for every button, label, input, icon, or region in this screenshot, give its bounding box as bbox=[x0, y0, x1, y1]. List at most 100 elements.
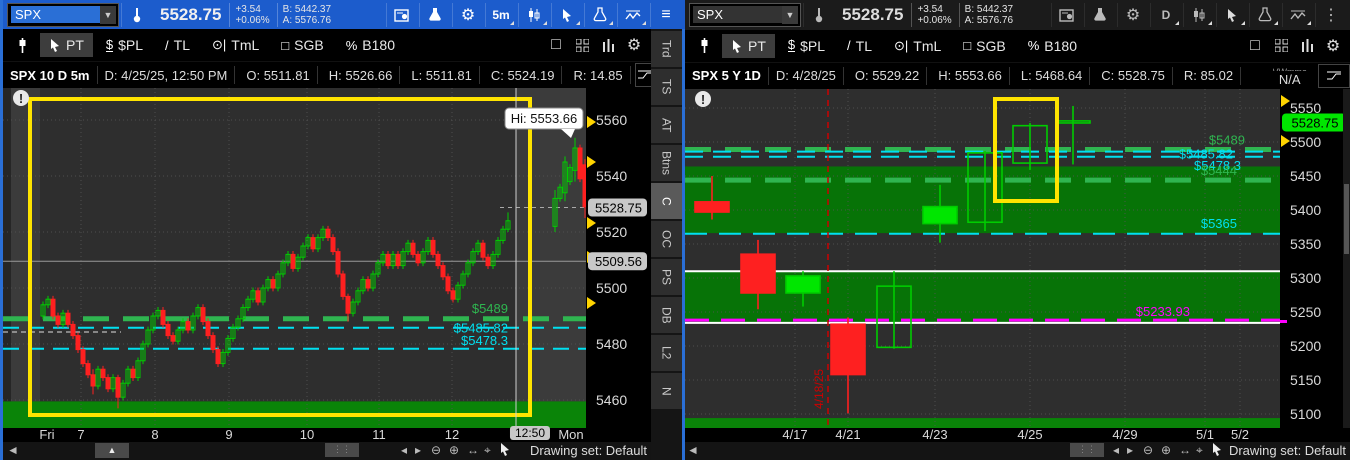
sgb-tool-button[interactable]: □ SGB bbox=[963, 37, 1006, 54]
gadget-tab-ts[interactable]: TS bbox=[651, 69, 682, 105]
level-label: $5478.3 bbox=[1194, 158, 1241, 173]
price-change: +3.54 +0.06% bbox=[911, 2, 956, 27]
gadget-tab-at[interactable]: AT bbox=[651, 107, 682, 143]
crosshair-target-button[interactable]: ⌖ bbox=[484, 443, 491, 457]
gadget-tab-trd[interactable]: Trd bbox=[651, 31, 682, 67]
time-label: 9 bbox=[225, 427, 233, 442]
symbol-link-icon[interactable] bbox=[803, 2, 834, 27]
h-scrollbar-thumb[interactable]: ⋮⋮ bbox=[325, 443, 359, 457]
zoom-out-button[interactable]: ⊖ bbox=[1143, 443, 1154, 458]
cursor-tool-icon[interactable] bbox=[551, 2, 582, 27]
timeline-tool-button[interactable]: ⊙| TmL bbox=[212, 37, 260, 53]
left-price-chart[interactable]: $5489 $5485.82$5478.3 Hi: 5553.66 5560 5540 5… bbox=[3, 88, 651, 428]
h-scrollbar-thumb[interactable]: ⋮⋮ bbox=[1070, 443, 1104, 458]
scroll-left-arrow[interactable]: ◄ bbox=[7, 443, 19, 457]
timeframe-selector[interactable]: D bbox=[1150, 2, 1181, 27]
symbol-link-icon[interactable] bbox=[121, 2, 152, 27]
pointer-tool-button[interactable]: PT bbox=[722, 33, 775, 58]
timeline-tool-button[interactable]: ⊙| TmL bbox=[894, 37, 942, 54]
economic-calendar-icon[interactable] bbox=[386, 2, 417, 27]
gadget-tab-oc[interactable]: OC bbox=[651, 221, 682, 257]
quick-study-icon[interactable] bbox=[1318, 63, 1350, 88]
symbol-text[interactable]: SPX bbox=[693, 6, 782, 24]
chart-type-candle-icon[interactable] bbox=[1183, 2, 1214, 27]
symbol-text[interactable]: SPX bbox=[11, 6, 100, 23]
chart-menu-icon[interactable]: ≡ bbox=[650, 2, 681, 27]
price-tick: 5400 bbox=[1290, 202, 1321, 218]
chart-settings-gear-icon[interactable]: ⚙ bbox=[1117, 2, 1148, 27]
step-right-button[interactable]: ▸ bbox=[1127, 443, 1134, 458]
bars-view-button[interactable] bbox=[597, 34, 619, 56]
svg-text:Hi: 5553.66: Hi: 5553.66 bbox=[511, 111, 578, 126]
sgb-tool-button[interactable]: □ SGB bbox=[281, 37, 324, 53]
cursor-tool-icon[interactable] bbox=[1216, 2, 1247, 27]
studies-flask-icon[interactable] bbox=[584, 2, 615, 27]
spl-tool-button[interactable]: $ $PL bbox=[105, 36, 144, 53]
chart-type-candle-icon[interactable] bbox=[518, 2, 549, 27]
level-label: $5485.82 bbox=[1179, 146, 1233, 161]
right-price-chart[interactable]: $5233.93 $5489$5485.82$5478.3$5444 $5365 4/… bbox=[685, 88, 1350, 429]
zoom-out-button[interactable]: ⊖ bbox=[431, 443, 442, 457]
step-left-button[interactable]: ◂ bbox=[401, 443, 408, 457]
v-scrollbar-thumb bbox=[1344, 183, 1349, 254]
drawing-set-label[interactable]: Drawing set: Default bbox=[529, 443, 647, 458]
gadget-tab-n[interactable]: N bbox=[651, 373, 682, 409]
maximize-button[interactable]: □ bbox=[1250, 36, 1260, 54]
analyze-flask-icon[interactable] bbox=[1084, 2, 1115, 27]
patterns-icon[interactable] bbox=[1282, 2, 1313, 27]
ohlc-field: R: 14.85 bbox=[566, 66, 631, 84]
maximize-button[interactable]: □ bbox=[551, 36, 561, 53]
fit-width-button[interactable]: ↔ bbox=[1179, 443, 1191, 458]
zoom-in-button[interactable]: ⊕ bbox=[449, 443, 460, 457]
ohlc-field: C: 5524.19 bbox=[484, 66, 563, 84]
trendline-tool-button[interactable]: / TL bbox=[847, 37, 873, 54]
gadget-tab-ps[interactable]: PS bbox=[651, 259, 682, 295]
pointer-tool-button[interactable]: PT bbox=[40, 33, 93, 57]
right-drawing-toolbar: PT $ $PL / TL ⊙| TmL □ SGB % B180 □ ⚙ bbox=[685, 29, 1350, 62]
spl-tool-button[interactable]: $ $PL bbox=[787, 37, 826, 54]
gadget-tab-btns[interactable]: Btns bbox=[651, 145, 682, 181]
symbol-dropdown-caret-icon[interactable]: ▼ bbox=[782, 5, 798, 24]
symbol-input[interactable]: SPX ▼ bbox=[7, 2, 119, 27]
chart-settings-gear-icon[interactable]: ⚙ bbox=[452, 2, 483, 27]
gadget-tab-db[interactable]: DB bbox=[651, 297, 682, 333]
b180-tool-button[interactable]: % B180 bbox=[345, 37, 395, 53]
ask: A: 5576.76 bbox=[964, 14, 1014, 26]
right-title-bar: SPX ▼ 5528.75 +3.54 +0.06% B: 5442.37 A:… bbox=[685, 0, 1350, 30]
price-tick: 5200 bbox=[1290, 338, 1321, 354]
grid-layout-button[interactable] bbox=[1270, 35, 1292, 57]
economic-calendar-icon[interactable] bbox=[1051, 2, 1082, 27]
svg-text:5509.56: 5509.56 bbox=[595, 254, 642, 269]
collapse-panel-button[interactable]: ▲ bbox=[95, 443, 129, 458]
pin-tool-button[interactable] bbox=[9, 34, 36, 57]
symbol-input[interactable]: SPX ▼ bbox=[689, 2, 801, 27]
step-left-button[interactable]: ◂ bbox=[1113, 443, 1120, 458]
toolbar-settings-gear-icon[interactable]: ⚙ bbox=[1325, 37, 1341, 55]
symbol-dropdown-caret-icon[interactable]: ▼ bbox=[100, 5, 116, 24]
bars-view-button[interactable] bbox=[1296, 35, 1318, 57]
price-tick: 5550 bbox=[1290, 100, 1321, 116]
patterns-icon[interactable] bbox=[617, 2, 648, 27]
study-name: VWmma bbox=[1273, 67, 1308, 71]
scroll-left-arrow[interactable]: ◄ bbox=[687, 443, 699, 458]
pin-tool-button[interactable] bbox=[691, 34, 718, 57]
zoom-in-button[interactable]: ⊕ bbox=[1161, 443, 1172, 458]
timeframe-selector[interactable]: 5m bbox=[485, 2, 516, 27]
level-label: $5489 bbox=[1209, 132, 1245, 147]
trendline-tool-button[interactable]: / TL bbox=[165, 37, 191, 53]
gadget-tab-l2[interactable]: L2 bbox=[651, 335, 682, 371]
crosshair-target-button[interactable]: ⌖ bbox=[1196, 443, 1203, 458]
b180-tool-button[interactable]: % B180 bbox=[1027, 37, 1077, 54]
fit-width-button[interactable]: ↔ bbox=[467, 443, 479, 457]
drawing-set-label[interactable]: Drawing set: Default bbox=[1228, 443, 1346, 459]
toolbar-settings-gear-icon[interactable]: ⚙ bbox=[626, 37, 642, 54]
chart-menu-icon[interactable]: ⋮ bbox=[1315, 2, 1346, 27]
plot-background bbox=[685, 88, 1280, 429]
studies-flask-icon[interactable] bbox=[1249, 2, 1280, 27]
svg-text:!: ! bbox=[19, 91, 23, 106]
gadget-tab-c[interactable]: C bbox=[651, 183, 682, 219]
step-right-button[interactable]: ▸ bbox=[415, 443, 422, 457]
grid-layout-button[interactable] bbox=[571, 34, 593, 56]
analyze-flask-icon[interactable] bbox=[419, 2, 450, 27]
ohlc-field: L: 5468.64 bbox=[1014, 66, 1091, 85]
